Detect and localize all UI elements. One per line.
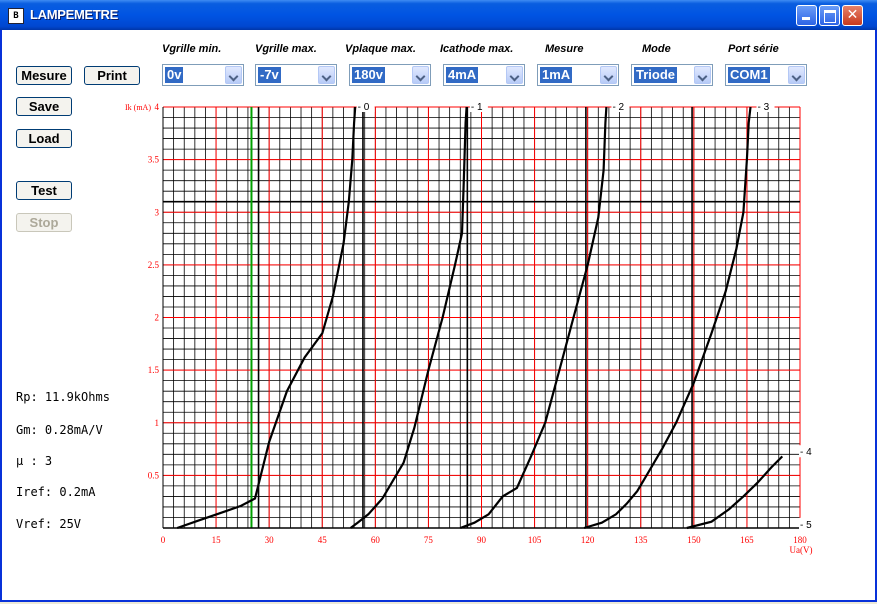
icathode-max-label: Icathode max. — [440, 43, 514, 55]
x-tick-label: 30 — [265, 535, 275, 545]
vgrille-min-value: 0v — [165, 67, 184, 83]
curve-label: - 2 — [612, 102, 624, 113]
curve-label-bg — [799, 517, 817, 530]
chevron-down-icon[interactable] — [412, 66, 429, 84]
minimize-button[interactable] — [796, 5, 817, 26]
x-tick-label: 150 — [687, 535, 701, 545]
y-tick-label: 3.5 — [148, 155, 160, 165]
y-tick-label: 2 — [155, 313, 160, 323]
y-tick-label: 0.5 — [148, 470, 160, 480]
rp-readout: Rp: 11.9kOhms — [16, 390, 110, 404]
curve-series-4 — [686, 455, 784, 530]
vgrille-max-value: -7v — [258, 67, 281, 83]
vplaque-max-value: 180v — [352, 67, 385, 83]
vgrille-max-select[interactable]: -7v — [255, 64, 337, 86]
curve-series-2 — [459, 106, 608, 530]
x-axis-label: Ua(V) — [790, 545, 813, 555]
mu-readout: µ : 3 — [16, 454, 53, 468]
mode-value: Triode — [634, 67, 678, 83]
chevron-down-icon[interactable] — [694, 66, 711, 84]
x-tick-label: 0 — [161, 535, 166, 545]
curve-series-3 — [583, 106, 752, 530]
curve-label: - 0 — [358, 102, 370, 113]
vref-readout: Vref: 25V — [16, 517, 82, 531]
x-tick-label: 180 — [793, 535, 807, 545]
curve-label-bg — [356, 100, 375, 112]
window-title: LAMPEMETRE — [30, 7, 119, 22]
curve-series-0 — [176, 106, 357, 530]
y-tick-label: 3 — [155, 207, 160, 217]
chevron-down-icon[interactable] — [788, 66, 805, 84]
minimize-icon — [802, 17, 810, 20]
print-button[interactable]: Print — [84, 66, 140, 85]
chevron-down-icon[interactable] — [506, 66, 523, 84]
close-icon: ✕ — [846, 7, 859, 23]
vgrille-min-select[interactable]: 0v — [162, 64, 244, 86]
icathode-max-value: 4mA — [446, 67, 479, 83]
maximize-button[interactable] — [819, 5, 840, 26]
x-tick-label: 60 — [371, 535, 381, 545]
vplaque-max-select[interactable]: 180v — [349, 64, 431, 86]
test-button[interactable]: Test — [16, 181, 72, 200]
mode-label: Mode — [642, 43, 671, 55]
save-button[interactable]: Save — [16, 97, 72, 116]
title-bar[interactable]: B LAMPEMETRE ✕ — [0, 0, 877, 30]
chevron-down-icon[interactable] — [318, 66, 335, 84]
mesure-value: 1mA — [540, 67, 573, 83]
x-tick-label: 165 — [740, 535, 754, 545]
app-icon: B — [8, 8, 24, 24]
curve-label: - 1 — [471, 102, 483, 113]
x-tick-label: 135 — [634, 535, 648, 545]
y-tick-label: 1.5 — [148, 365, 160, 375]
mesure-label: Mesure — [545, 43, 584, 55]
y-tick-label: 4 — [155, 102, 160, 112]
chevron-down-icon[interactable] — [600, 66, 617, 84]
chevron-down-icon[interactable] — [225, 66, 242, 84]
curve-series-1 — [349, 106, 468, 529]
mode-select[interactable]: Triode — [631, 64, 713, 86]
load-button[interactable]: Load — [16, 129, 72, 148]
x-tick-label: 15 — [212, 535, 222, 545]
x-tick-label: 105 — [528, 535, 542, 545]
x-tick-label: 90 — [477, 535, 487, 545]
x-tick-label: 120 — [581, 535, 595, 545]
maximize-icon — [824, 10, 836, 23]
y-tick-label: 1 — [155, 418, 160, 428]
mesure-button[interactable]: Mesure — [16, 66, 72, 85]
icathode-max-select[interactable]: 4mA — [443, 64, 525, 86]
vgrille-max-label: Vgrille max. — [255, 43, 317, 55]
port-serie-value: COM1 — [728, 67, 770, 83]
curve-label-bg — [756, 100, 775, 112]
curve-label-bg — [611, 100, 630, 112]
stop-button: Stop — [16, 213, 72, 232]
port-serie-select[interactable]: COM1 — [725, 64, 807, 86]
gm-readout: Gm: 0.28mA/V — [16, 423, 103, 437]
iref-readout: Iref: 0.2mA — [16, 485, 96, 499]
curve-label-bg — [799, 445, 817, 458]
x-tick-label: 75 — [424, 535, 434, 545]
curve-label: - 5 — [800, 520, 812, 531]
mesure-select[interactable]: 1mA — [537, 64, 619, 86]
close-button[interactable]: ✕ — [842, 5, 863, 26]
curve-label: - 4 — [800, 447, 812, 458]
y-tick-label: 2.5 — [148, 260, 160, 270]
y-axis-label: Ik (mA) — [125, 103, 151, 112]
curve-label-bg — [469, 100, 488, 112]
x-tick-label: 45 — [318, 535, 328, 545]
curve-label: - 3 — [758, 102, 770, 113]
vplaque-max-label: Vplaque max. — [345, 43, 416, 55]
port-serie-label: Port série — [728, 43, 779, 55]
vgrille-min-label: Vgrille min. — [162, 43, 222, 55]
